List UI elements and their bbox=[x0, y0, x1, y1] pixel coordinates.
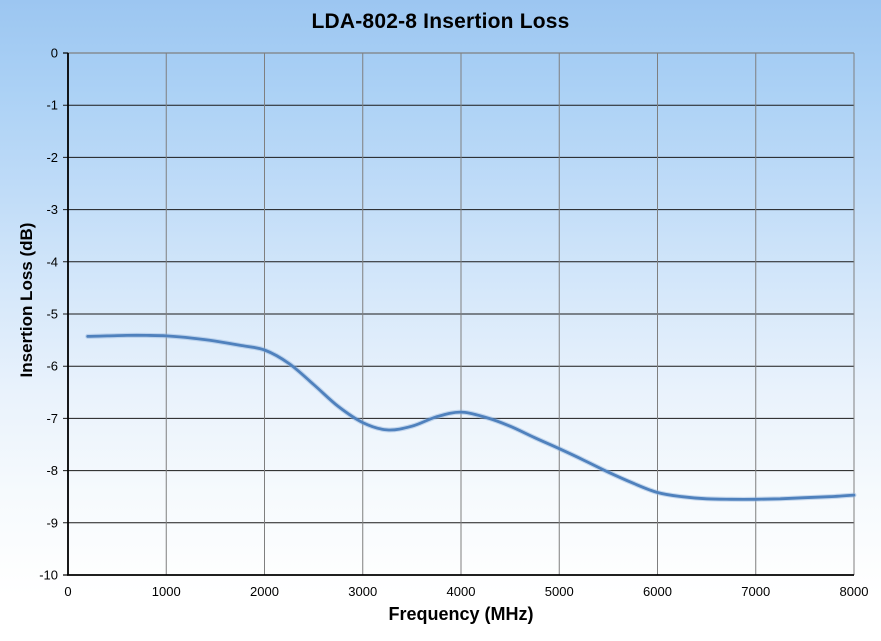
x-tick-label: 7000 bbox=[741, 584, 770, 599]
x-tick-label: 3000 bbox=[348, 584, 377, 599]
x-tick-label: 5000 bbox=[545, 584, 574, 599]
x-tick-label: 6000 bbox=[643, 584, 672, 599]
y-tick-label: 0 bbox=[51, 46, 58, 61]
y-tick-label: -10 bbox=[39, 568, 58, 583]
y-tick-label: -5 bbox=[46, 307, 58, 322]
chart-title: LDA-802-8 Insertion Loss bbox=[311, 10, 570, 33]
x-tick-label: 2000 bbox=[250, 584, 279, 599]
x-axis-title: Frequency (MHz) bbox=[388, 604, 534, 624]
y-tick-label: -1 bbox=[46, 98, 58, 113]
y-tick-label: -4 bbox=[46, 254, 58, 269]
y-tick-label: -2 bbox=[46, 150, 58, 165]
y-tick-label: -6 bbox=[46, 359, 58, 374]
y-tick-label: -7 bbox=[46, 411, 58, 426]
x-tick-label: 4000 bbox=[447, 584, 476, 599]
x-tick-label: 8000 bbox=[840, 584, 869, 599]
series-line-halo bbox=[85, 332, 857, 502]
x-tick-label: 0 bbox=[64, 584, 71, 599]
y-tick-label: -3 bbox=[46, 202, 58, 217]
y-tick-label: -9 bbox=[46, 515, 58, 530]
y-tick-label: -8 bbox=[46, 463, 58, 478]
insertion-loss-line bbox=[86, 333, 856, 501]
x-tick-label: 1000 bbox=[152, 584, 181, 599]
